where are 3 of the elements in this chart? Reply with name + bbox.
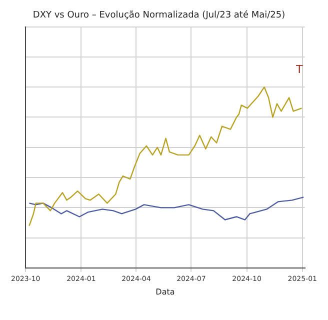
chart-title: DXY vs Ouro – Evolução Normalizada (Jul/23 até Mai/25)	[32, 10, 286, 21]
x-axis-title: Data	[156, 287, 175, 296]
text: T	[295, 63, 304, 76]
